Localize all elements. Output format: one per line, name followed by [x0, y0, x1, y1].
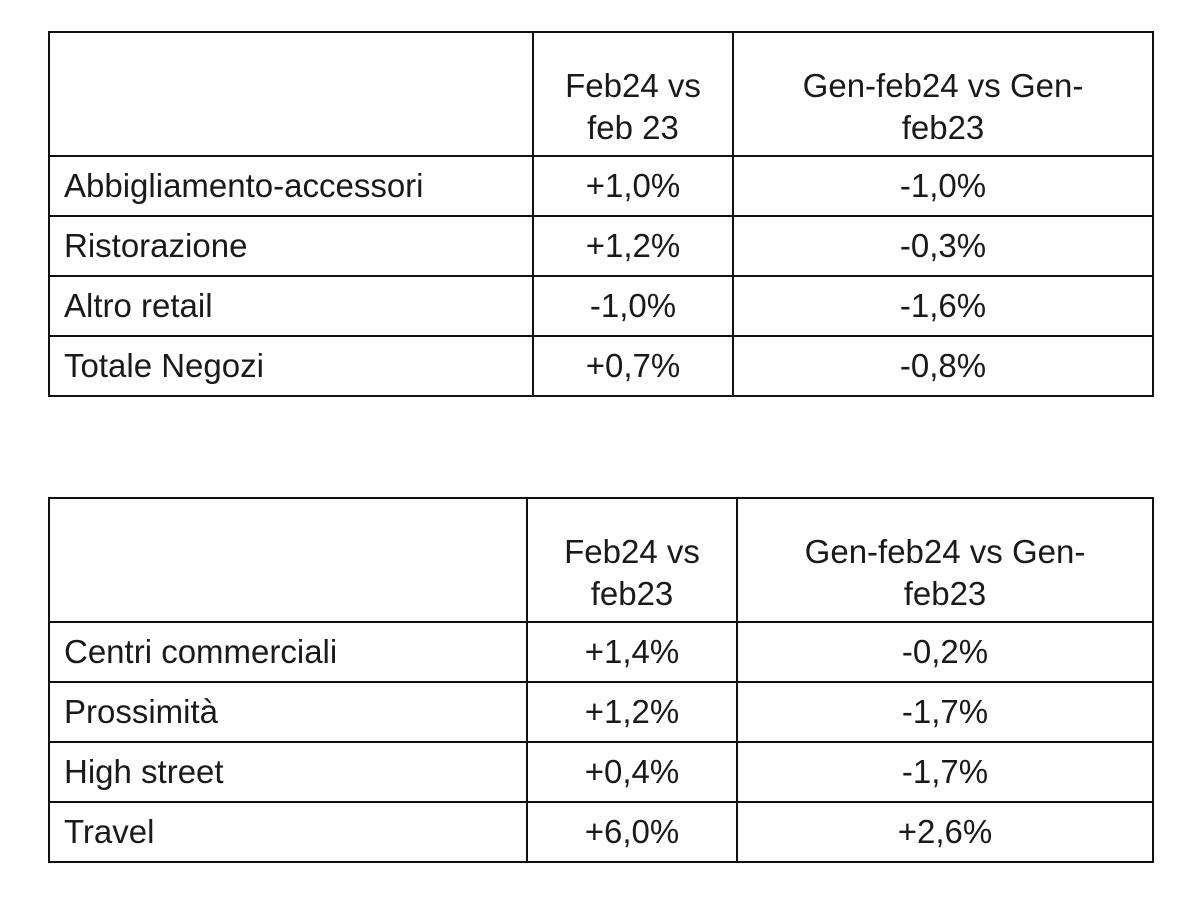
value-gen-feb: -1,7% — [736, 741, 1154, 803]
value-gen-feb: +2,6% — [736, 801, 1154, 863]
row-label: Altro retail — [48, 275, 534, 337]
value-feb: +0,4% — [526, 741, 738, 803]
header-line: feb23 — [590, 575, 674, 612]
table-row: Prossimità +1,2% -1,7% — [48, 681, 1154, 743]
header-line: Feb24 vs — [564, 533, 700, 570]
value-gen-feb: -0,2% — [736, 621, 1154, 683]
value-feb: +0,7% — [532, 335, 734, 397]
header-line: feb 23 — [587, 109, 679, 146]
table-row: Travel +6,0% +2,6% — [48, 801, 1154, 863]
row-label: Ristorazione — [48, 215, 534, 277]
header-feb24-vs-feb23: Feb24 vs feb 23 — [532, 31, 734, 157]
header-line: Gen-feb24 vs Gen- — [802, 67, 1084, 104]
value-feb: +1,2% — [532, 215, 734, 277]
row-label: Travel — [48, 801, 528, 863]
table-row: Abbigliamento-accessori +1,0% -1,0% — [48, 155, 1154, 217]
value-feb: +6,0% — [526, 801, 738, 863]
value-feb: +1,0% — [532, 155, 734, 217]
header-feb24-vs-feb23: Feb24 vs feb23 — [526, 497, 738, 623]
row-label: Prossimità — [48, 681, 528, 743]
row-label: Totale Negozi — [48, 335, 534, 397]
value-gen-feb: -1,7% — [736, 681, 1154, 743]
table-row: High street +0,4% -1,7% — [48, 741, 1154, 803]
header-line: Gen-feb24 vs Gen- — [804, 533, 1086, 570]
header-line: Feb24 vs — [565, 67, 701, 104]
value-gen-feb: -1,6% — [732, 275, 1154, 337]
table-row: Ristorazione +1,2% -0,3% — [48, 215, 1154, 277]
row-label: Abbigliamento-accessori — [48, 155, 534, 217]
table-row: Totale Negozi +0,7% -0,8% — [48, 335, 1154, 397]
header-blank-cell — [48, 497, 528, 623]
category-table: Feb24 vs feb 23 Gen-feb24 vs Gen- feb23 … — [48, 31, 1154, 397]
header-genfeb24-vs-genfeb23: Gen-feb24 vs Gen- feb23 — [732, 31, 1154, 157]
table-row: Centri commerciali +1,4% -0,2% — [48, 621, 1154, 683]
header-line: feb23 — [903, 575, 987, 612]
value-gen-feb: -0,8% — [732, 335, 1154, 397]
row-label: Centri commerciali — [48, 621, 528, 683]
row-label: High street — [48, 741, 528, 803]
header-blank-cell — [48, 31, 534, 157]
table-header-row: Feb24 vs feb23 Gen-feb24 vs Gen- feb23 — [48, 497, 1154, 623]
value-gen-feb: -0,3% — [732, 215, 1154, 277]
table-row: Altro retail -1,0% -1,6% — [48, 275, 1154, 337]
header-line: feb23 — [901, 109, 985, 146]
value-feb: +1,4% — [526, 621, 738, 683]
location-table: Feb24 vs feb23 Gen-feb24 vs Gen- feb23 C… — [48, 497, 1154, 863]
value-gen-feb: -1,0% — [732, 155, 1154, 217]
header-genfeb24-vs-genfeb23: Gen-feb24 vs Gen- feb23 — [736, 497, 1154, 623]
value-feb: -1,0% — [532, 275, 734, 337]
table-header-row: Feb24 vs feb 23 Gen-feb24 vs Gen- feb23 — [48, 31, 1154, 157]
value-feb: +1,2% — [526, 681, 738, 743]
